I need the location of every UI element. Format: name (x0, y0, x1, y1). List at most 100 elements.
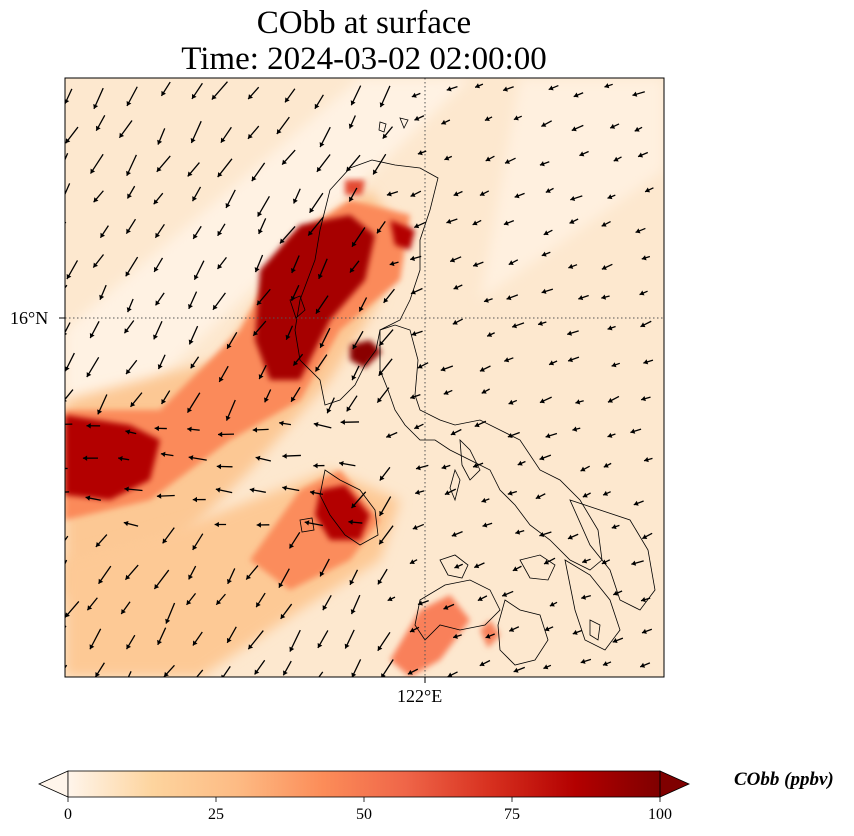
wind-arrow (473, 562, 485, 569)
wind-arrow (452, 633, 462, 639)
wind-arrow (318, 671, 324, 677)
wind-arrow (126, 185, 136, 199)
wind-arrow (290, 255, 300, 274)
wind-arrow (632, 91, 645, 97)
wind-arrow (192, 631, 203, 646)
wind-arrow (376, 387, 390, 404)
colorbar-tick-label: 50 (356, 806, 372, 823)
wind-arrow (278, 568, 290, 588)
wind-arrow (118, 456, 130, 462)
wind-arrow (548, 84, 559, 91)
islet-coast (289, 295, 306, 319)
wind-arrow (504, 157, 516, 164)
wind-arrow (350, 85, 362, 106)
islet-coast-6 (449, 468, 461, 502)
wind-arrow (279, 225, 296, 244)
wind-arrow (86, 357, 100, 378)
wind-arrow (413, 221, 427, 229)
wind-arrow (446, 218, 458, 224)
wind-arrow (130, 392, 143, 408)
wind-arrow (641, 255, 651, 261)
wind-arrow (86, 423, 101, 429)
wind-arrow (378, 329, 394, 347)
wind-arrow (126, 298, 134, 313)
wind-arrow (381, 659, 394, 677)
wind-arrow (549, 601, 558, 607)
wind-arrow (486, 332, 495, 337)
wind-vectors (65, 81, 654, 677)
wind-arrow (288, 531, 301, 549)
wind-arrow (292, 353, 304, 366)
wind-arrow (196, 669, 204, 677)
wind-arrow (507, 431, 520, 438)
colorbar-gradient (68, 771, 660, 797)
mindoro-coast (319, 469, 379, 546)
wind-arrow (481, 497, 490, 503)
wind-arrow (120, 601, 131, 615)
wind-arrow (578, 294, 589, 301)
colorbar-extend-min (38, 770, 69, 798)
wind-arrow (282, 453, 301, 459)
wind-arrow (157, 128, 166, 145)
wind-arrow (252, 427, 269, 433)
wind-arrow (217, 431, 235, 438)
wind-arrow (65, 153, 69, 162)
wind-arrow (188, 565, 197, 580)
wind-arrow (249, 487, 266, 493)
wind-arrow (218, 365, 229, 383)
wind-arrow (155, 292, 165, 306)
wind-arrow (453, 190, 463, 197)
wind-arrow (186, 592, 197, 606)
wind-arrow (340, 419, 360, 425)
wind-arrow (66, 260, 79, 280)
wind-arrow (292, 188, 301, 204)
wind-arrow (511, 322, 525, 329)
wind-arrow (414, 423, 424, 430)
wind-arrow (220, 126, 232, 144)
wind-arrow (454, 563, 463, 569)
islet-coast-5 (459, 438, 481, 481)
wind-arrow (188, 325, 199, 345)
wind-arrow (417, 600, 429, 606)
wind-arrow (125, 634, 136, 650)
wind-arrow (160, 81, 171, 97)
wind-arrow (631, 560, 644, 566)
wind-arrow (65, 322, 71, 336)
wind-arrow (508, 259, 519, 266)
wind-arrow (611, 524, 620, 530)
wind-arrow (153, 569, 170, 590)
wind-arrow (609, 123, 620, 129)
wind-arrow (479, 365, 491, 372)
wind-arrow (503, 219, 515, 226)
wind-arrow (157, 627, 167, 646)
wind-arrow (417, 362, 429, 369)
wind-arrow (483, 297, 493, 303)
wind-arrow (385, 431, 398, 439)
wind-arrow (125, 256, 139, 277)
wind-arrow (613, 590, 623, 596)
wind-arrow (255, 592, 266, 608)
wind-arrow (99, 284, 107, 300)
wind-arrow (541, 251, 551, 257)
wind-arrow (482, 522, 493, 528)
wind-arrow (349, 260, 360, 273)
wind-arrow (211, 81, 228, 100)
wind-arrow (338, 460, 356, 467)
wind-arrow (472, 462, 484, 468)
wind-arrow (65, 352, 75, 372)
wind-arrow (644, 187, 654, 193)
wind-arrow (212, 292, 226, 311)
wind-arrow (501, 590, 514, 597)
wind-arrow (82, 455, 98, 461)
wind-arrow (407, 668, 419, 675)
wind-arrow (280, 603, 293, 620)
wind-arrow (377, 568, 388, 585)
wind-arrow (247, 125, 260, 140)
wind-arrow (545, 187, 554, 193)
wind-arrow (97, 394, 108, 415)
wind-arrow (162, 527, 175, 544)
wind-arrow (453, 284, 463, 290)
wind-arrow (165, 602, 176, 624)
wind-arrow (98, 565, 112, 585)
wind-arrow (254, 254, 264, 273)
